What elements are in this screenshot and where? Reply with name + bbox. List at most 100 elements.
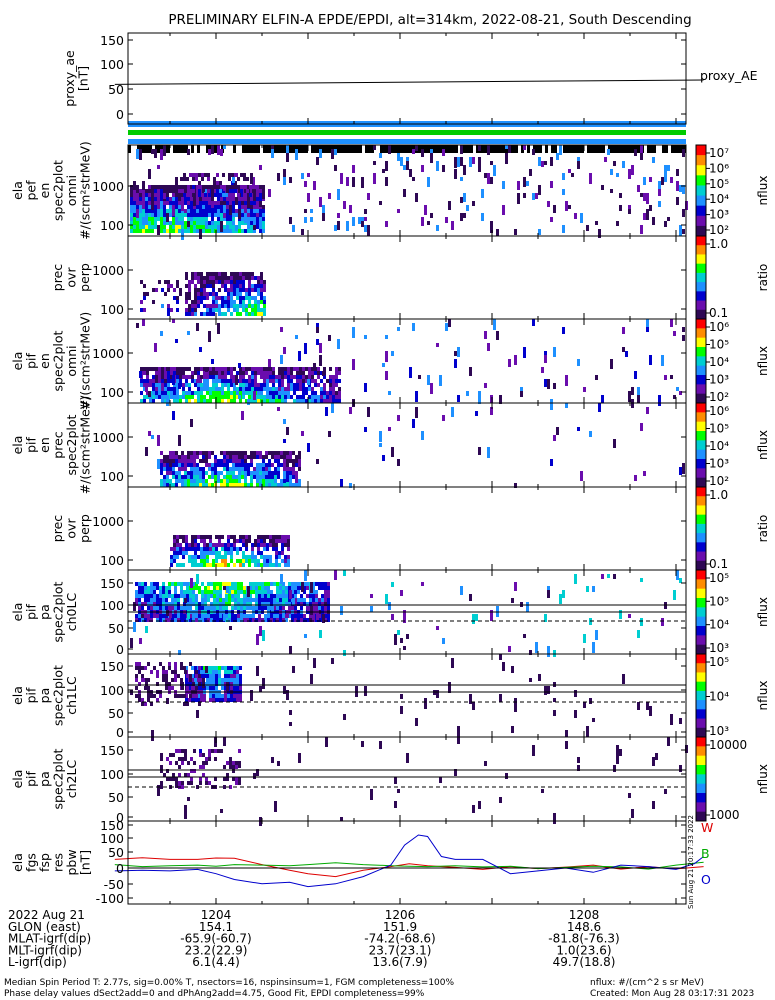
heatmap-cell	[146, 375, 149, 379]
heatmap-cell	[221, 387, 224, 391]
heatmap-cell	[209, 304, 212, 308]
heatmap-cell	[312, 586, 315, 590]
heatmap-cell	[135, 666, 138, 670]
heatmap-cell	[276, 618, 279, 622]
heatmap-cell	[142, 197, 145, 201]
heatmap-cell	[136, 217, 139, 221]
heatmap-cell	[212, 678, 215, 682]
heatmap-cell	[233, 666, 236, 670]
heatmap-cell	[283, 439, 286, 443]
heatmap-cell	[257, 539, 260, 543]
heatmap-cell	[145, 626, 148, 633]
heatmap-cell	[263, 371, 266, 375]
heatmap-cell	[133, 205, 136, 209]
heatmap-cell	[174, 590, 177, 594]
heatmap-cell	[211, 217, 214, 221]
heatmap-cell	[251, 395, 254, 399]
heatmap-cell	[250, 189, 253, 193]
heatmap-cell	[332, 391, 335, 395]
heatmap-cell	[239, 678, 242, 682]
heatmap-cell	[250, 451, 253, 455]
heatmap-cell	[158, 371, 161, 375]
heatmap-cell	[261, 586, 264, 590]
heatmap-cell	[289, 710, 292, 715]
heatmap-cell	[274, 801, 277, 812]
heatmap-cell	[317, 383, 320, 387]
heatmap-cell	[150, 586, 153, 590]
heatmap-cell	[219, 586, 222, 590]
heatmap-cell	[287, 375, 290, 379]
heatmap-cell	[243, 618, 246, 622]
heatmap-cell	[202, 483, 205, 487]
heatmap-cell	[288, 614, 291, 618]
heatmap-cell	[217, 197, 220, 201]
heatmap-cell	[628, 169, 631, 179]
heatmap-cell	[257, 300, 260, 304]
heatmap-cell	[138, 594, 141, 598]
heatmap-cell	[231, 586, 234, 590]
heatmap-cell	[220, 749, 223, 753]
heatmap-cell	[226, 197, 229, 201]
heatmap-cell	[223, 586, 226, 590]
heatmap-cell	[209, 551, 212, 555]
heatmap-cell	[160, 471, 163, 475]
heatmap-cell	[238, 229, 241, 233]
heatmap-cell	[219, 598, 222, 602]
heatmap-cell	[146, 395, 149, 399]
heatmap-cell	[245, 547, 248, 551]
heatmap-cell	[252, 590, 255, 594]
heatmap-cell	[265, 463, 268, 467]
heatmap-cell	[269, 375, 272, 379]
heatmap-cell	[256, 463, 259, 467]
heatmap-cell	[601, 185, 604, 190]
heatmap-cell	[364, 225, 367, 232]
heatmap-cell	[158, 379, 161, 383]
heatmap-cell	[391, 582, 394, 587]
heatmap-cell	[469, 694, 472, 704]
heatmap-cell	[294, 614, 297, 618]
heatmap-cell	[282, 618, 285, 622]
heatmap-cell	[222, 193, 225, 197]
heatmap-cell	[244, 197, 247, 201]
heatmap-cell	[213, 177, 216, 181]
heatmap-cell	[169, 221, 172, 225]
heatmap-cell	[415, 193, 418, 200]
heatmap-cell	[234, 189, 237, 193]
heatmap-cell	[185, 395, 188, 399]
heatmap-cell	[304, 343, 307, 354]
heatmap-cell	[216, 586, 219, 590]
heatmap-cell	[484, 331, 487, 339]
heatmap-cell	[263, 547, 266, 551]
heatmap-cell	[550, 459, 553, 466]
heatmap-cell	[291, 590, 294, 594]
heatmap-cell	[294, 590, 297, 594]
heatmap-cell	[324, 618, 327, 622]
heatmap-cell	[198, 702, 201, 706]
heatmap-cell	[613, 765, 616, 772]
heatmap-cell	[181, 225, 184, 229]
heatmap-cell	[301, 173, 304, 179]
heatmap-cell	[517, 181, 520, 190]
heatmap-cell	[203, 395, 206, 399]
heatmap-cell	[194, 563, 197, 567]
heatmap-cell	[180, 594, 183, 598]
heatmap-cell	[291, 582, 294, 586]
heatmap-cell	[278, 371, 281, 375]
colorbar-segment	[696, 607, 706, 618]
heatmap-cell	[475, 411, 478, 416]
heatmap-cell	[194, 539, 197, 543]
heatmap-cell	[238, 197, 241, 201]
heatmap-cell	[247, 399, 250, 405]
heatmap-cell	[232, 483, 235, 487]
heatmap-cell	[643, 471, 646, 476]
heatmap-cell	[187, 781, 190, 785]
heatmap-cell	[217, 209, 220, 213]
heatmap-cell	[628, 209, 631, 214]
heatmap-cell	[589, 431, 592, 437]
heatmap-cell	[209, 547, 212, 551]
heatmap-cell	[143, 308, 146, 312]
heatmap-cell	[227, 547, 230, 551]
heatmap-cell	[278, 551, 281, 555]
heatmap-cell	[248, 280, 251, 284]
heatmap-cell	[247, 221, 250, 225]
